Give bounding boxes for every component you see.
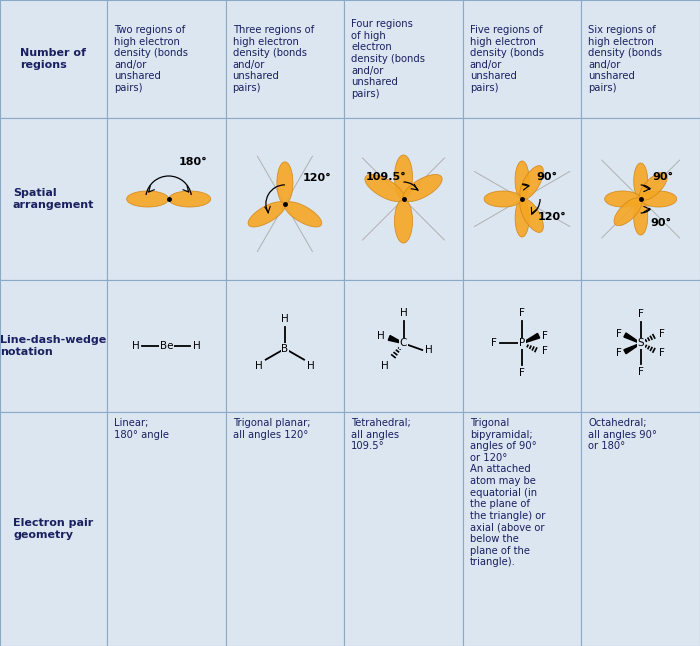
Bar (0, 0, 107, 118)
Text: H: H (377, 331, 385, 341)
Text: H: H (281, 314, 289, 324)
Bar (463, 118, 582, 280)
Text: 90°: 90° (651, 218, 672, 228)
Bar (582, 280, 700, 412)
Polygon shape (395, 155, 412, 199)
Text: 180°: 180° (178, 157, 207, 167)
Bar (344, 412, 463, 646)
Polygon shape (640, 191, 677, 207)
Bar (107, 118, 225, 280)
Text: H: H (425, 345, 433, 355)
Bar (344, 118, 463, 280)
Polygon shape (127, 191, 169, 207)
Text: H: H (193, 341, 201, 351)
Text: Octahedral;
all angles 90°
or 180°: Octahedral; all angles 90° or 180° (589, 418, 657, 451)
Polygon shape (248, 202, 286, 227)
Text: Two regions of
high electron
density (bonds
and/or
unshared
pairs): Two regions of high electron density (bo… (114, 25, 188, 93)
Text: Spatial
arrangement: Spatial arrangement (13, 188, 94, 210)
Text: F: F (616, 329, 622, 339)
Bar (582, 412, 700, 646)
Text: F: F (616, 348, 622, 358)
Polygon shape (634, 199, 648, 235)
Text: F: F (542, 331, 547, 340)
Bar (0, 412, 107, 646)
Bar (107, 0, 225, 118)
Text: B: B (281, 344, 288, 353)
Bar (463, 280, 582, 412)
Polygon shape (169, 191, 211, 207)
Polygon shape (395, 199, 412, 243)
Text: Trigonal planar;
all angles 120°: Trigonal planar; all angles 120° (232, 418, 310, 439)
Text: H: H (255, 360, 262, 371)
Text: Number of
regions: Number of regions (20, 48, 87, 70)
Polygon shape (515, 161, 529, 199)
Text: F: F (519, 368, 525, 379)
Text: Be: Be (160, 341, 173, 351)
Bar (463, 0, 582, 118)
Polygon shape (520, 198, 543, 233)
Text: P: P (519, 339, 525, 348)
Text: F: F (638, 309, 643, 319)
Text: Four regions
of high
electron
density (bonds
and/or
unshared
pairs): Four regions of high electron density (b… (351, 19, 425, 99)
Text: Electron pair
geometry: Electron pair geometry (13, 518, 94, 540)
Text: H: H (400, 308, 407, 318)
Polygon shape (624, 333, 641, 344)
Text: 109.5°: 109.5° (365, 172, 406, 182)
Text: F: F (519, 308, 525, 318)
Text: C: C (400, 339, 407, 348)
Bar (582, 118, 700, 280)
Text: F: F (542, 346, 547, 356)
Polygon shape (634, 163, 648, 199)
Polygon shape (484, 191, 522, 207)
Text: H: H (132, 341, 139, 351)
Text: Linear;
180° angle: Linear; 180° angle (114, 418, 169, 439)
Text: Tetrahedral;
all angles
109.5°: Tetrahedral; all angles 109.5° (351, 418, 411, 451)
Polygon shape (522, 333, 540, 344)
Bar (225, 118, 344, 280)
Text: 120°: 120° (538, 212, 567, 222)
Text: F: F (638, 368, 643, 377)
Polygon shape (403, 174, 442, 202)
Polygon shape (605, 191, 640, 207)
Polygon shape (389, 335, 404, 344)
Bar (0, 118, 107, 280)
Bar (107, 280, 225, 412)
Bar (225, 280, 344, 412)
Polygon shape (277, 162, 293, 204)
Text: H: H (381, 360, 388, 371)
Text: 90°: 90° (652, 172, 674, 182)
Text: Line-dash-wedge
notation: Line-dash-wedge notation (1, 335, 106, 357)
Polygon shape (614, 198, 642, 225)
Text: F: F (491, 339, 497, 348)
Text: Five regions of
high electron
density (bonds
and/or
unshared
pairs): Five regions of high electron density (b… (470, 25, 544, 93)
Text: Three regions of
high electron
density (bonds
and/or
unshared
pairs): Three regions of high electron density (… (232, 25, 314, 93)
Text: F: F (659, 329, 665, 339)
Text: F: F (659, 348, 665, 358)
Bar (225, 412, 344, 646)
Polygon shape (284, 202, 322, 227)
Bar (463, 412, 582, 646)
Polygon shape (520, 165, 543, 200)
Bar (344, 0, 463, 118)
Polygon shape (640, 172, 667, 200)
Bar (582, 0, 700, 118)
Polygon shape (624, 343, 641, 354)
Text: S: S (638, 339, 644, 348)
Bar (225, 0, 344, 118)
Bar (344, 280, 463, 412)
Text: 90°: 90° (536, 172, 557, 182)
Bar (0, 280, 107, 412)
Text: Trigonal
bipyramidal;
angles of 90°
or 120°
An attached
atom may be
equatorial (: Trigonal bipyramidal; angles of 90° or 1… (470, 418, 545, 567)
Text: Six regions of
high electron
density (bonds
and/or
unshared
pairs): Six regions of high electron density (bo… (589, 25, 662, 93)
Polygon shape (515, 199, 529, 237)
Bar (107, 412, 225, 646)
Text: H: H (307, 360, 315, 371)
Text: 120°: 120° (303, 173, 332, 183)
Polygon shape (365, 174, 404, 202)
